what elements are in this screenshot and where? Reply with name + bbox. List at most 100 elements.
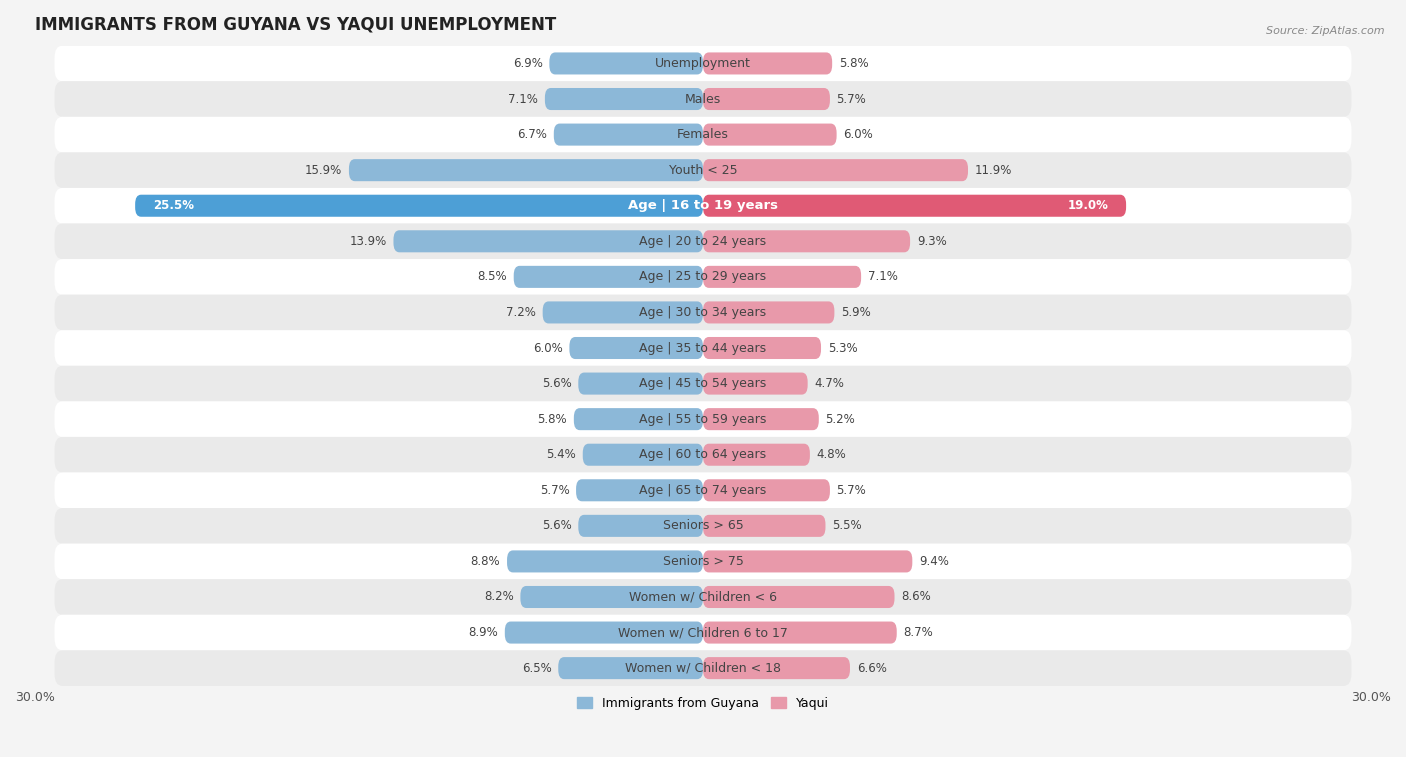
Text: Seniors > 65: Seniors > 65 [662, 519, 744, 532]
Text: Age | 20 to 24 years: Age | 20 to 24 years [640, 235, 766, 248]
FancyBboxPatch shape [55, 45, 1351, 81]
FancyBboxPatch shape [55, 472, 1351, 508]
Text: Age | 35 to 44 years: Age | 35 to 44 years [640, 341, 766, 354]
Text: Women w/ Children < 6: Women w/ Children < 6 [628, 590, 778, 603]
FancyBboxPatch shape [569, 337, 703, 359]
FancyBboxPatch shape [55, 259, 1351, 294]
FancyBboxPatch shape [505, 621, 703, 643]
FancyBboxPatch shape [543, 301, 703, 323]
Text: 5.7%: 5.7% [837, 92, 866, 105]
FancyBboxPatch shape [55, 650, 1351, 686]
FancyBboxPatch shape [55, 508, 1351, 544]
Text: 8.7%: 8.7% [904, 626, 934, 639]
Text: 6.7%: 6.7% [517, 128, 547, 141]
Legend: Immigrants from Guyana, Yaqui: Immigrants from Guyana, Yaqui [572, 692, 834, 715]
FancyBboxPatch shape [554, 123, 703, 145]
Text: 6.6%: 6.6% [856, 662, 887, 674]
FancyBboxPatch shape [576, 479, 703, 501]
FancyBboxPatch shape [703, 230, 910, 252]
Text: Females: Females [678, 128, 728, 141]
FancyBboxPatch shape [582, 444, 703, 466]
Text: 5.8%: 5.8% [537, 413, 567, 425]
FancyBboxPatch shape [703, 586, 894, 608]
Text: 5.6%: 5.6% [541, 519, 572, 532]
FancyBboxPatch shape [703, 621, 897, 643]
FancyBboxPatch shape [394, 230, 703, 252]
Text: IMMIGRANTS FROM GUYANA VS YAQUI UNEMPLOYMENT: IMMIGRANTS FROM GUYANA VS YAQUI UNEMPLOY… [35, 15, 557, 33]
Text: Women w/ Children < 18: Women w/ Children < 18 [626, 662, 780, 674]
Text: 6.0%: 6.0% [533, 341, 562, 354]
Text: 6.9%: 6.9% [513, 57, 543, 70]
FancyBboxPatch shape [703, 52, 832, 74]
FancyBboxPatch shape [703, 337, 821, 359]
FancyBboxPatch shape [508, 550, 703, 572]
FancyBboxPatch shape [55, 615, 1351, 650]
FancyBboxPatch shape [703, 88, 830, 110]
FancyBboxPatch shape [55, 152, 1351, 188]
Text: Age | 25 to 29 years: Age | 25 to 29 years [640, 270, 766, 283]
Text: 5.8%: 5.8% [839, 57, 869, 70]
FancyBboxPatch shape [55, 544, 1351, 579]
FancyBboxPatch shape [703, 550, 912, 572]
Text: 7.2%: 7.2% [506, 306, 536, 319]
Text: 8.6%: 8.6% [901, 590, 931, 603]
Text: 9.3%: 9.3% [917, 235, 946, 248]
Text: 5.5%: 5.5% [832, 519, 862, 532]
Text: 5.2%: 5.2% [825, 413, 855, 425]
Text: Age | 55 to 59 years: Age | 55 to 59 years [640, 413, 766, 425]
FancyBboxPatch shape [55, 579, 1351, 615]
Text: 8.5%: 8.5% [478, 270, 508, 283]
FancyBboxPatch shape [703, 372, 807, 394]
Text: 4.8%: 4.8% [817, 448, 846, 461]
FancyBboxPatch shape [703, 515, 825, 537]
FancyBboxPatch shape [703, 479, 830, 501]
Text: 5.7%: 5.7% [540, 484, 569, 497]
FancyBboxPatch shape [55, 188, 1351, 223]
Text: Age | 65 to 74 years: Age | 65 to 74 years [640, 484, 766, 497]
Text: Women w/ Children 6 to 17: Women w/ Children 6 to 17 [619, 626, 787, 639]
Text: 7.1%: 7.1% [509, 92, 538, 105]
Text: 11.9%: 11.9% [974, 164, 1012, 176]
Text: Youth < 25: Youth < 25 [669, 164, 737, 176]
FancyBboxPatch shape [55, 401, 1351, 437]
Text: 4.7%: 4.7% [814, 377, 844, 390]
Text: 15.9%: 15.9% [305, 164, 342, 176]
FancyBboxPatch shape [703, 301, 834, 323]
Text: Age | 60 to 64 years: Age | 60 to 64 years [640, 448, 766, 461]
Text: 5.9%: 5.9% [841, 306, 870, 319]
Text: 5.3%: 5.3% [828, 341, 858, 354]
FancyBboxPatch shape [55, 330, 1351, 366]
Text: Seniors > 75: Seniors > 75 [662, 555, 744, 568]
FancyBboxPatch shape [703, 195, 1126, 217]
Text: 6.5%: 6.5% [522, 662, 551, 674]
FancyBboxPatch shape [55, 366, 1351, 401]
FancyBboxPatch shape [574, 408, 703, 430]
Text: 8.9%: 8.9% [468, 626, 498, 639]
Text: 5.6%: 5.6% [541, 377, 572, 390]
Text: 9.4%: 9.4% [920, 555, 949, 568]
FancyBboxPatch shape [55, 117, 1351, 152]
Text: Unemployment: Unemployment [655, 57, 751, 70]
Text: 8.8%: 8.8% [471, 555, 501, 568]
Text: 6.0%: 6.0% [844, 128, 873, 141]
Text: 19.0%: 19.0% [1067, 199, 1108, 212]
FancyBboxPatch shape [513, 266, 703, 288]
FancyBboxPatch shape [703, 444, 810, 466]
Text: Age | 30 to 34 years: Age | 30 to 34 years [640, 306, 766, 319]
FancyBboxPatch shape [703, 266, 860, 288]
FancyBboxPatch shape [578, 515, 703, 537]
Text: 5.7%: 5.7% [837, 484, 866, 497]
FancyBboxPatch shape [703, 159, 967, 181]
Text: Males: Males [685, 92, 721, 105]
Text: Source: ZipAtlas.com: Source: ZipAtlas.com [1267, 26, 1385, 36]
Text: 5.4%: 5.4% [547, 448, 576, 461]
FancyBboxPatch shape [558, 657, 703, 679]
FancyBboxPatch shape [55, 294, 1351, 330]
FancyBboxPatch shape [703, 657, 851, 679]
FancyBboxPatch shape [550, 52, 703, 74]
Text: Age | 45 to 54 years: Age | 45 to 54 years [640, 377, 766, 390]
Text: 13.9%: 13.9% [350, 235, 387, 248]
FancyBboxPatch shape [578, 372, 703, 394]
FancyBboxPatch shape [55, 437, 1351, 472]
FancyBboxPatch shape [703, 123, 837, 145]
